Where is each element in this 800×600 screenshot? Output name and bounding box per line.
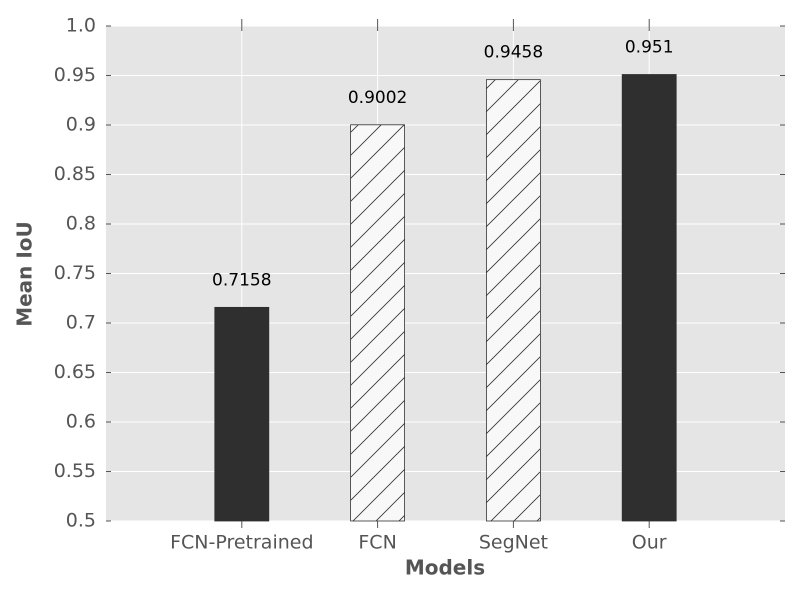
x-tick-label: FCN-Pretrained	[170, 532, 313, 554]
y-tick-label: 1.0	[66, 15, 96, 37]
y-tick-label: 0.7	[66, 312, 96, 334]
value-label: 0.951	[625, 38, 674, 58]
y-axis-label: Mean IoU	[13, 221, 37, 327]
y-tick-label: 0.75	[54, 262, 96, 284]
x-tick-label: Our	[632, 532, 667, 554]
y-tick-label: 0.85	[54, 163, 96, 185]
bar	[485, 79, 541, 522]
y-tick-label: 0.6	[66, 411, 96, 433]
bar	[350, 124, 406, 522]
bar	[214, 306, 270, 522]
value-label: 0.7158	[212, 270, 271, 290]
y-tick-label: 0.55	[54, 460, 96, 482]
y-tick-label: 0.9	[66, 114, 96, 136]
y-tick-label: 0.5	[66, 510, 96, 532]
x-axis-label: Models	[405, 556, 485, 580]
x-tick-label: SegNet	[479, 532, 548, 554]
value-label: 0.9458	[484, 43, 543, 63]
bar	[621, 74, 677, 522]
y-tick-label: 0.95	[54, 64, 96, 86]
y-tick-label: 0.65	[54, 361, 96, 383]
y-tick-label: 0.8	[66, 213, 96, 235]
value-label: 0.9002	[348, 88, 407, 108]
x-tick-label: FCN	[358, 532, 396, 554]
